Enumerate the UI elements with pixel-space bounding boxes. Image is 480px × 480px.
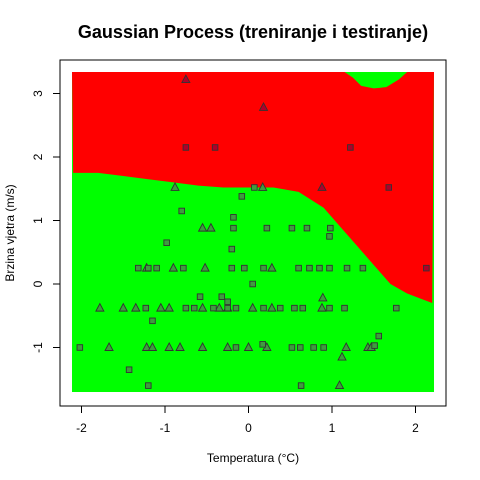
point-square: [289, 345, 295, 351]
point-square: [393, 305, 399, 311]
point-square: [126, 367, 132, 373]
point-square: [150, 318, 156, 324]
y-tick-label: 3: [31, 90, 45, 97]
x-tick-label: 0: [245, 421, 252, 435]
point-square: [264, 225, 270, 231]
point-square: [211, 305, 217, 311]
x-axis: -2 -1 0 1 2: [76, 406, 419, 435]
y-tick-label: 2: [31, 153, 45, 160]
point-square: [348, 145, 354, 151]
point-square: [300, 305, 306, 311]
chart-title: Gaussian Process (treniranje i testiranj…: [78, 22, 428, 42]
point-square: [317, 265, 323, 271]
point-square: [297, 345, 303, 351]
point-square: [327, 305, 333, 311]
x-tick-label: -1: [160, 421, 171, 435]
point-square: [164, 240, 170, 246]
point-square: [179, 208, 185, 214]
point-square: [197, 294, 203, 300]
point-square: [233, 345, 239, 351]
point-square: [342, 305, 348, 311]
point-square: [231, 225, 237, 231]
y-axis: -1 0 1 2 3: [31, 90, 60, 353]
point-square: [225, 305, 231, 311]
point-square: [307, 265, 313, 271]
point-square: [212, 145, 218, 151]
point-square: [183, 145, 189, 151]
point-square: [229, 265, 235, 271]
x-tick-label: 2: [412, 421, 419, 435]
point-square: [277, 305, 283, 311]
point-square: [372, 343, 378, 349]
point-square: [231, 215, 237, 221]
point-square: [376, 333, 382, 339]
x-tick-label: 1: [329, 421, 336, 435]
point-square: [360, 265, 366, 271]
point-square: [328, 225, 334, 231]
point-square: [292, 305, 298, 311]
y-axis-label: Brzina vjetra (m/s): [3, 184, 17, 281]
point-square: [424, 265, 430, 271]
point-square: [250, 281, 256, 287]
point-square: [135, 265, 141, 271]
point-square: [242, 265, 248, 271]
point-square: [260, 342, 266, 348]
point-square: [77, 345, 83, 351]
point-square: [229, 246, 235, 252]
point-square: [304, 225, 310, 231]
x-tick-label: -2: [76, 421, 87, 435]
point-square: [219, 294, 225, 300]
point-square: [311, 345, 317, 351]
point-square: [261, 265, 267, 271]
point-square: [261, 305, 267, 311]
point-square: [146, 265, 152, 271]
point-square: [289, 225, 295, 231]
point-square: [298, 383, 304, 389]
point-square: [183, 305, 189, 311]
y-tick-label: -1: [31, 342, 45, 353]
y-tick-label: 1: [31, 217, 45, 224]
point-square: [146, 383, 152, 389]
point-square: [191, 305, 197, 311]
point-square: [239, 194, 245, 200]
point-square: [252, 185, 258, 191]
y-tick-label: 0: [31, 280, 45, 287]
point-square: [327, 234, 333, 240]
point-square: [296, 265, 302, 271]
point-square: [344, 265, 350, 271]
point-square: [225, 299, 231, 305]
plot-region: [72, 72, 434, 392]
x-axis-label: Temperatura (°C): [207, 451, 299, 465]
point-square: [327, 265, 333, 271]
point-square: [181, 265, 187, 271]
point-square: [154, 265, 160, 271]
point-square: [321, 345, 327, 351]
point-square: [386, 185, 392, 191]
point-square: [143, 305, 149, 311]
point-square: [233, 305, 239, 311]
